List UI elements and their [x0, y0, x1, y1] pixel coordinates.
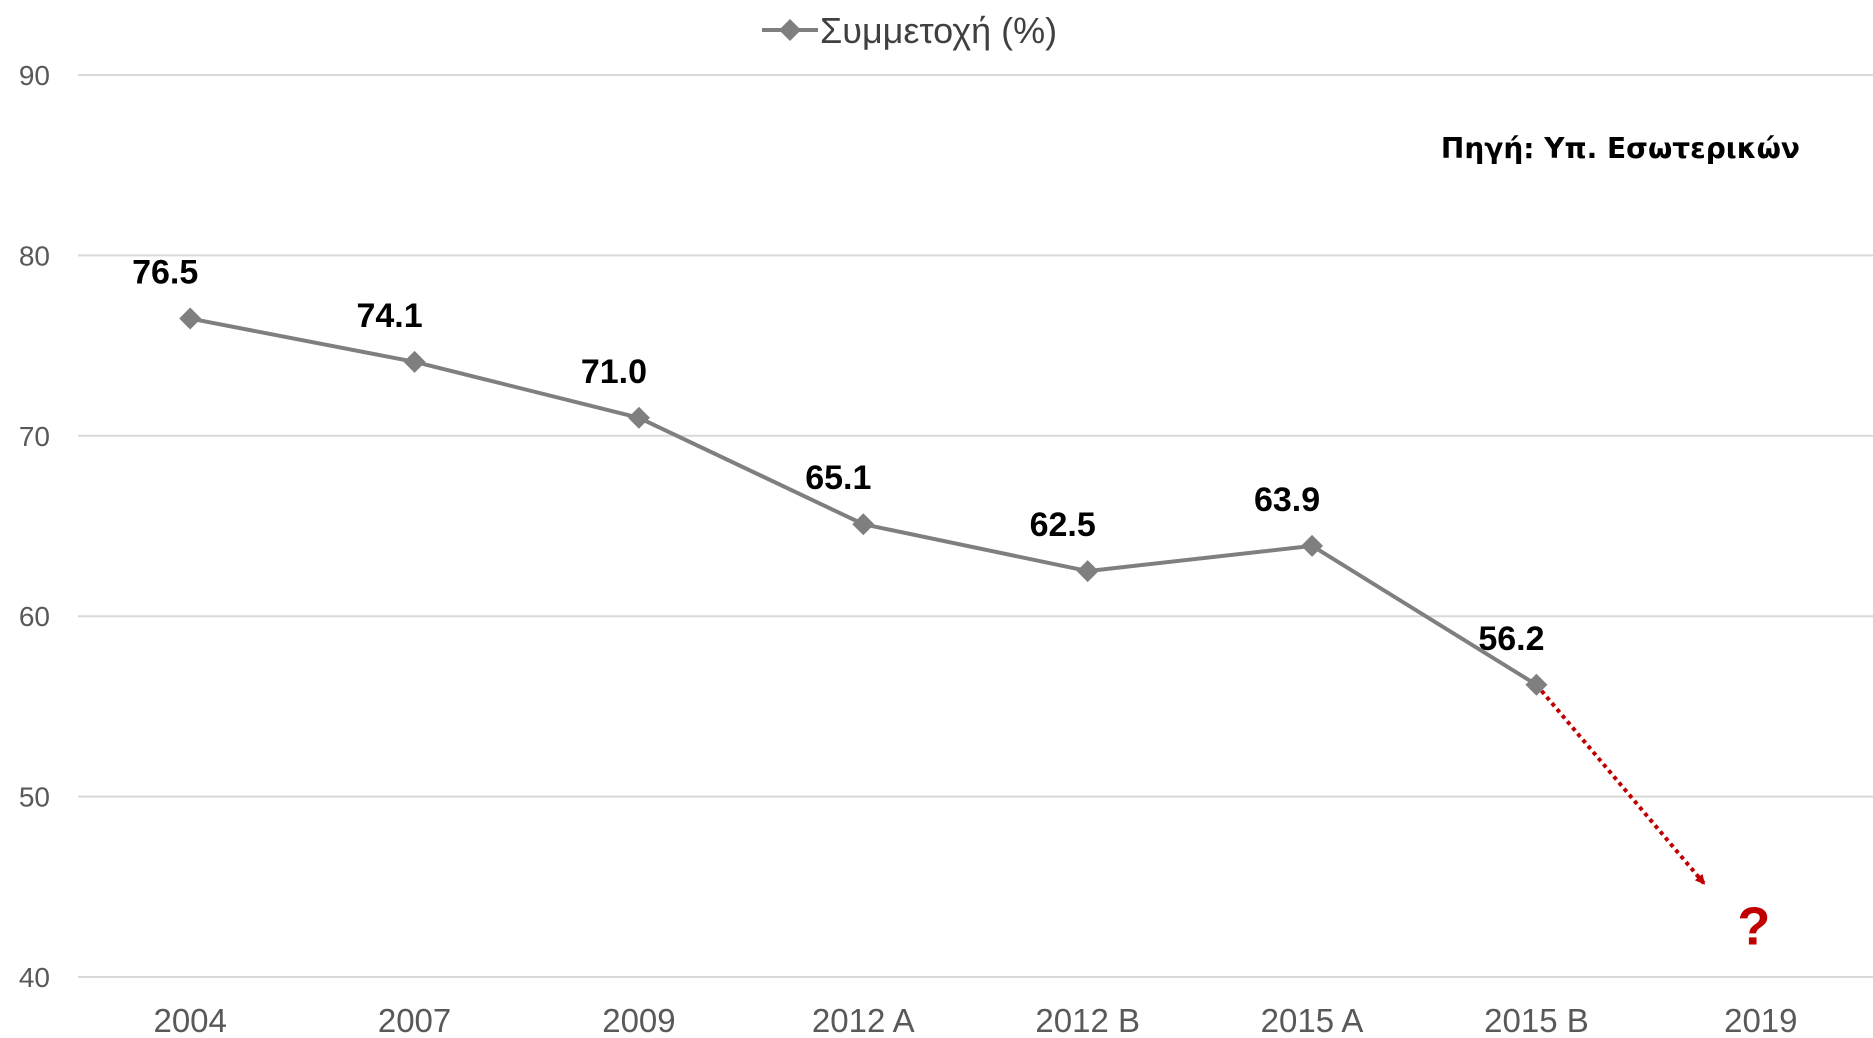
- y-tick-label: 90: [19, 60, 50, 91]
- x-tick-label: 2004: [153, 1002, 226, 1038]
- x-tick-label: 2012 Α: [812, 1002, 915, 1038]
- y-tick-label: 70: [19, 421, 50, 452]
- y-tick-label: 40: [19, 962, 50, 993]
- y-tick-label: 50: [19, 782, 50, 813]
- source-annotation: Πηγή: Υπ. Εσωτερικών: [1441, 132, 1800, 165]
- data-label: 65.1: [805, 459, 871, 497]
- series-markers: [179, 307, 1548, 696]
- data-point-marker: [403, 350, 426, 373]
- y-tick-label: 80: [19, 240, 50, 271]
- legend: Συμμετοχή (%): [762, 10, 1057, 51]
- data-label: 76.5: [132, 254, 198, 292]
- data-point-marker: [1076, 560, 1099, 583]
- y-tick-label: 60: [19, 601, 50, 632]
- data-labels: 76.5 74.1 71.0 65.1 62.5 63.9 56.2: [132, 254, 1544, 658]
- data-label: 71.0: [581, 353, 647, 391]
- data-point-marker: [852, 513, 875, 536]
- data-label: 63.9: [1254, 481, 1320, 519]
- x-tick-label: 2009: [602, 1002, 675, 1038]
- gridlines: [78, 74, 1873, 978]
- x-axis-ticks: 2004 2007 2009 2012 Α 2012 Β 2015 Α 2015 Β 2019: [153, 1002, 1797, 1038]
- y-axis-ticks: 90 80 70 60 50 40: [19, 60, 50, 993]
- data-point-marker: [627, 406, 650, 429]
- legend-diamond-icon: [779, 19, 801, 41]
- series-polyline: [189, 316, 1538, 687]
- legend-label: Συμμετοχή (%): [820, 10, 1057, 51]
- projection-question-mark: ?: [1737, 897, 1770, 957]
- x-tick-label: 2012 Β: [1035, 1002, 1140, 1038]
- x-tick-label: 2015 Β: [1484, 1002, 1589, 1038]
- x-tick-label: 2019: [1724, 1002, 1797, 1038]
- data-point-marker: [1301, 534, 1324, 557]
- data-point-marker: [1525, 673, 1548, 696]
- data-label: 62.5: [1030, 506, 1096, 544]
- projection-arrow: [1534, 683, 1706, 885]
- data-label: 74.1: [356, 297, 422, 335]
- x-tick-label: 2015 Α: [1261, 1002, 1364, 1038]
- data-point-marker: [179, 307, 202, 330]
- projection: [1534, 683, 1706, 885]
- x-tick-label: 2007: [378, 1002, 451, 1038]
- series-line: [189, 316, 1538, 687]
- data-label: 56.2: [1478, 620, 1544, 658]
